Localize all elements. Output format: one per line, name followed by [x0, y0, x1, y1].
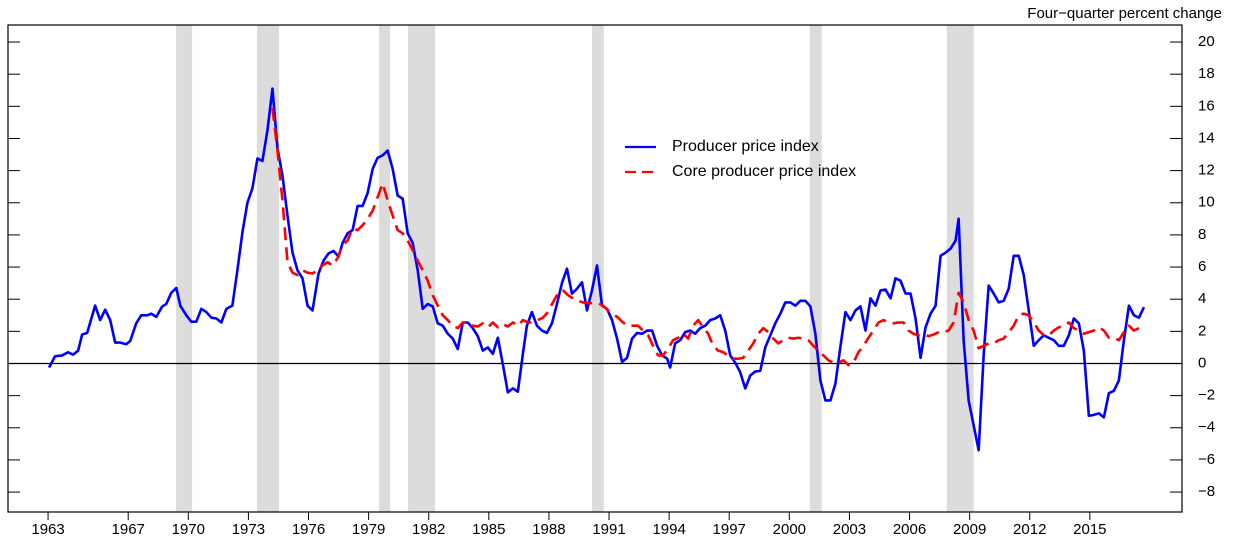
x-tick-label: 1997: [713, 521, 746, 538]
plot-frame: [7, 24, 1183, 513]
x-tick-label: 1982: [412, 521, 445, 538]
y-tick-label: 16: [1198, 97, 1215, 114]
x-tick-label: 2009: [953, 521, 986, 538]
y-tick-label: −4: [1198, 419, 1215, 436]
x-tick-label: 1994: [652, 521, 685, 538]
y-tick-label: 12: [1198, 162, 1215, 179]
series-line: [271, 107, 1140, 367]
y-tick-label: −8: [1198, 483, 1215, 500]
y-tick-label: 10: [1198, 194, 1215, 211]
x-tick-label: 2006: [893, 521, 926, 538]
y-tick-label: 20: [1198, 33, 1215, 50]
y-tick-label: 4: [1198, 290, 1206, 307]
y-tick-label: 2: [1198, 322, 1206, 339]
x-tick-label: 1967: [112, 521, 145, 538]
x-tick-label: 1973: [232, 521, 265, 538]
x-tick-label: 1985: [472, 521, 505, 538]
x-tick-label: 2012: [1013, 521, 1046, 538]
x-tick-label: 2000: [773, 521, 806, 538]
y-tick-label: 8: [1198, 226, 1206, 243]
x-tick-label: 1979: [352, 521, 385, 538]
y-tick-label: −2: [1198, 387, 1215, 404]
recession-band: [379, 25, 391, 512]
y-tick-label: 14: [1198, 129, 1215, 146]
x-tick-label: 1976: [292, 521, 325, 538]
x-tick-label: 2015: [1073, 521, 1106, 538]
recession-band: [257, 25, 280, 512]
y-tick-label: 18: [1198, 65, 1215, 82]
y-tick-label: −6: [1198, 451, 1215, 468]
y-tick-label: 0: [1198, 354, 1206, 371]
x-tick-label: 1963: [31, 521, 64, 538]
x-tick-label: 1991: [592, 521, 625, 538]
x-tick-label: 1970: [172, 521, 205, 538]
x-tick-label: 1988: [532, 521, 565, 538]
recession-band: [809, 25, 822, 512]
x-tick-label: 2003: [833, 521, 866, 538]
axis-label: Four−quarter percent change: [1027, 5, 1222, 22]
legend-label: Core producer price index: [672, 163, 856, 180]
legend-label: Producer price index: [672, 138, 819, 155]
recession-band: [176, 25, 193, 512]
y-tick-label: 6: [1198, 258, 1206, 275]
